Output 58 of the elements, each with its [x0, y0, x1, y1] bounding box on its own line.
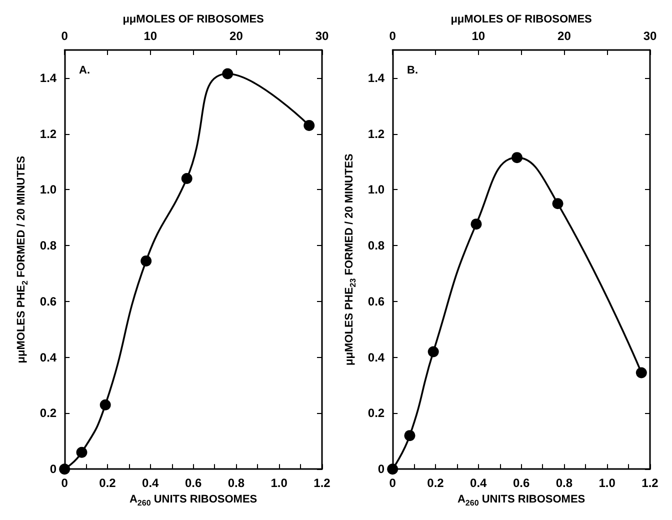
x-tick-label: 0.4 [142, 476, 160, 490]
x2-tick-label: 10 [472, 29, 486, 43]
point [512, 152, 522, 164]
x-tick-label: 1.2 [642, 476, 659, 490]
x2-tick-label: 20 [558, 29, 572, 43]
y-axis-title: μμMOLES PHE2 FORMED / 20 MINUTES [16, 156, 30, 364]
x2-tick-label: 20 [230, 29, 244, 43]
x-tick-label: 0.8 [556, 476, 573, 490]
y-tick-label: 0.6 [368, 294, 385, 308]
x-tick-label: 0.6 [512, 476, 530, 490]
y-tick-label: 0 [50, 462, 57, 476]
x2-tick-label: 0 [61, 29, 68, 43]
point [100, 399, 111, 410]
x-tick-label: 0.8 [228, 476, 245, 490]
x2-tick-label: 10 [144, 29, 158, 43]
point [222, 68, 234, 80]
point [59, 464, 70, 475]
x2-axis-title: μμMOLES OF RIBOSOMES [122, 14, 264, 26]
point [470, 218, 482, 230]
y-axis-title: μμMOLES PHE23 FORMED / 20 MINUTES [344, 154, 358, 366]
y-tick-label: 0.4 [40, 350, 57, 364]
point [140, 255, 152, 266]
x-tick-label: 0 [61, 476, 68, 490]
point [636, 367, 647, 378]
y-tick-label: 0.2 [368, 406, 385, 420]
y-tick-label: 0.8 [40, 238, 57, 253]
x2-tick-label: 30 [315, 29, 329, 43]
x2-tick-label: 0 [389, 29, 396, 43]
point [76, 446, 88, 458]
y-tick-label: 1.4 [40, 70, 57, 85]
y-tick-label: 1.2 [368, 126, 385, 141]
x-tick-label: 1.0 [270, 476, 288, 490]
point [428, 346, 439, 358]
y-tick-label: 0.8 [368, 238, 385, 253]
point [404, 430, 416, 442]
y-tick-label: 0 [378, 462, 385, 476]
point [304, 120, 315, 131]
text: B. [407, 64, 418, 76]
x-tick-label: 0 [389, 476, 396, 490]
x-tick-label: 0.2 [427, 476, 444, 490]
x-tick-label: 1.0 [598, 476, 616, 490]
point [181, 173, 192, 184]
point [552, 198, 564, 210]
point [387, 464, 398, 475]
x2-tick-label: 30 [643, 29, 657, 43]
y-tick-label: 0.4 [368, 350, 385, 364]
x-tick-label: 0.2 [99, 476, 116, 490]
x-tick-label: 0.4 [470, 476, 488, 490]
y-tick-label: 0.6 [40, 294, 57, 308]
x2-axis-title: μμMOLES OF RIBOSOMES [450, 14, 592, 26]
y-tick-label: 1.4 [368, 70, 385, 85]
text: A. [79, 64, 90, 76]
x-tick-label: 1.2 [314, 476, 331, 490]
y-tick-label: 1.0 [40, 182, 57, 197]
y-tick-label: 1.2 [40, 126, 57, 141]
y-tick-label: 1.0 [368, 182, 385, 197]
x-tick-label: 0.6 [184, 476, 202, 490]
y-tick-label: 0.2 [40, 406, 57, 420]
